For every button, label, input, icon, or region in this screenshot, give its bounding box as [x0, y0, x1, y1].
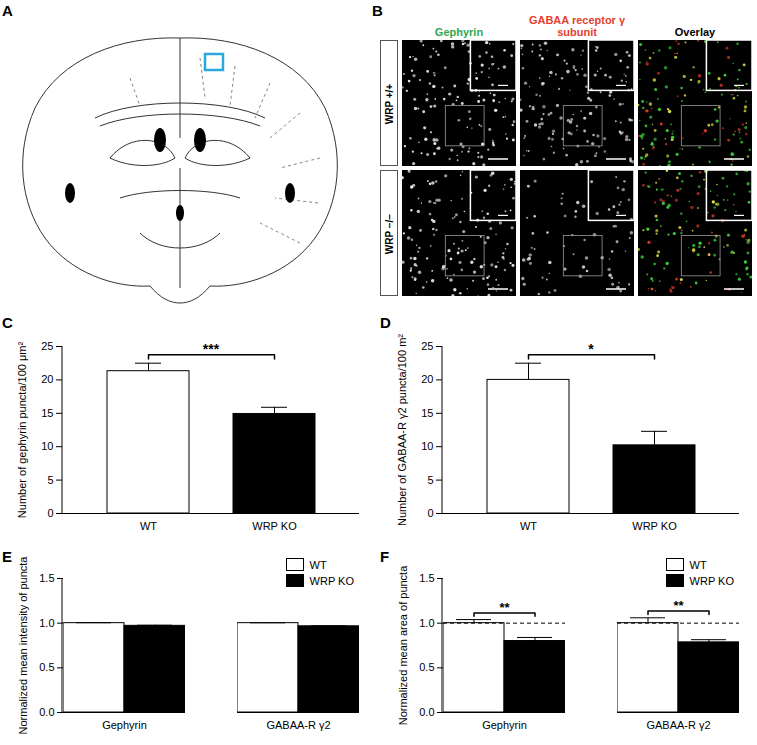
html-text:Gephyrin: Gephyrin — [434, 26, 484, 38]
svg-text:Normalized mean intensity of p: Normalized mean intensity of puncta — [17, 556, 29, 735]
svg-text:Gephyrin: Gephyrin — [482, 719, 527, 731]
svg-text:0: 0 — [47, 507, 53, 519]
html-text:E: E — [2, 548, 12, 565]
svg-text:1.0: 1.0 — [39, 617, 54, 629]
svg-text:WRP −/−: WRP −/− — [384, 214, 395, 255]
html-text:C: C — [2, 314, 13, 331]
html-text:D: D — [380, 314, 391, 331]
svg-text:0.0: 0.0 — [39, 706, 54, 718]
svg-text:Number of GABAA-R γ2 puncta/10: Number of GABAA-R γ2 puncta/100 m² — [396, 334, 408, 526]
svg-text:15: 15 — [421, 407, 433, 419]
svg-text:Number of gephyrin puncta/100: Number of gephyrin puncta/100 μm² — [16, 342, 28, 519]
svg-text:1.5: 1.5 — [419, 572, 434, 584]
svg-text:**: ** — [499, 600, 510, 615]
svg-text:0.5: 0.5 — [419, 661, 434, 673]
svg-text:5: 5 — [47, 474, 53, 486]
svg-text:**: ** — [673, 598, 684, 613]
svg-text:WT: WT — [140, 520, 157, 532]
svg-text:WRP +/+: WRP +/+ — [384, 84, 395, 125]
svg-text:10: 10 — [41, 440, 53, 452]
svg-text:20: 20 — [41, 373, 53, 385]
svg-text:WRP KO: WRP KO — [632, 520, 677, 532]
svg-text:15: 15 — [41, 407, 53, 419]
svg-text:0.5: 0.5 — [39, 661, 54, 673]
svg-text:WRP KO: WRP KO — [252, 520, 297, 532]
html-text:GABAA receptor γ subunit: GABAA receptor γ subunit — [528, 14, 626, 38]
svg-text:Gephyrin: Gephyrin — [102, 719, 147, 731]
svg-text:0: 0 — [427, 507, 433, 519]
svg-text:10: 10 — [421, 440, 433, 452]
svg-text:20: 20 — [421, 373, 433, 385]
svg-text:WT: WT — [520, 520, 537, 532]
svg-text:***: *** — [203, 341, 220, 357]
svg-text:5: 5 — [427, 474, 433, 486]
html-text:WT: WT — [689, 558, 707, 571]
html-text:WRP KO: WRP KO — [689, 574, 734, 587]
svg-text:GABAA-R γ2: GABAA-R γ2 — [646, 719, 710, 731]
html-text:WT: WT — [309, 558, 327, 571]
html-text:A: A — [2, 2, 13, 19]
svg-text:25: 25 — [421, 340, 433, 352]
svg-text:Normalized mean area of puncta: Normalized mean area of puncta — [397, 565, 409, 725]
svg-text:*: * — [588, 341, 594, 357]
svg-text:0.0: 0.0 — [419, 706, 434, 718]
html-text:F: F — [380, 548, 390, 565]
html-text:WRP KO: WRP KO — [309, 574, 354, 587]
svg-text:1.5: 1.5 — [39, 572, 54, 584]
html-text:Overlay: Overlay — [674, 26, 716, 38]
svg-text:GABAA-R γ2: GABAA-R γ2 — [266, 719, 330, 731]
svg-text:25: 25 — [41, 340, 53, 352]
html-text:B: B — [372, 2, 383, 19]
svg-text:1.0: 1.0 — [419, 617, 434, 629]
